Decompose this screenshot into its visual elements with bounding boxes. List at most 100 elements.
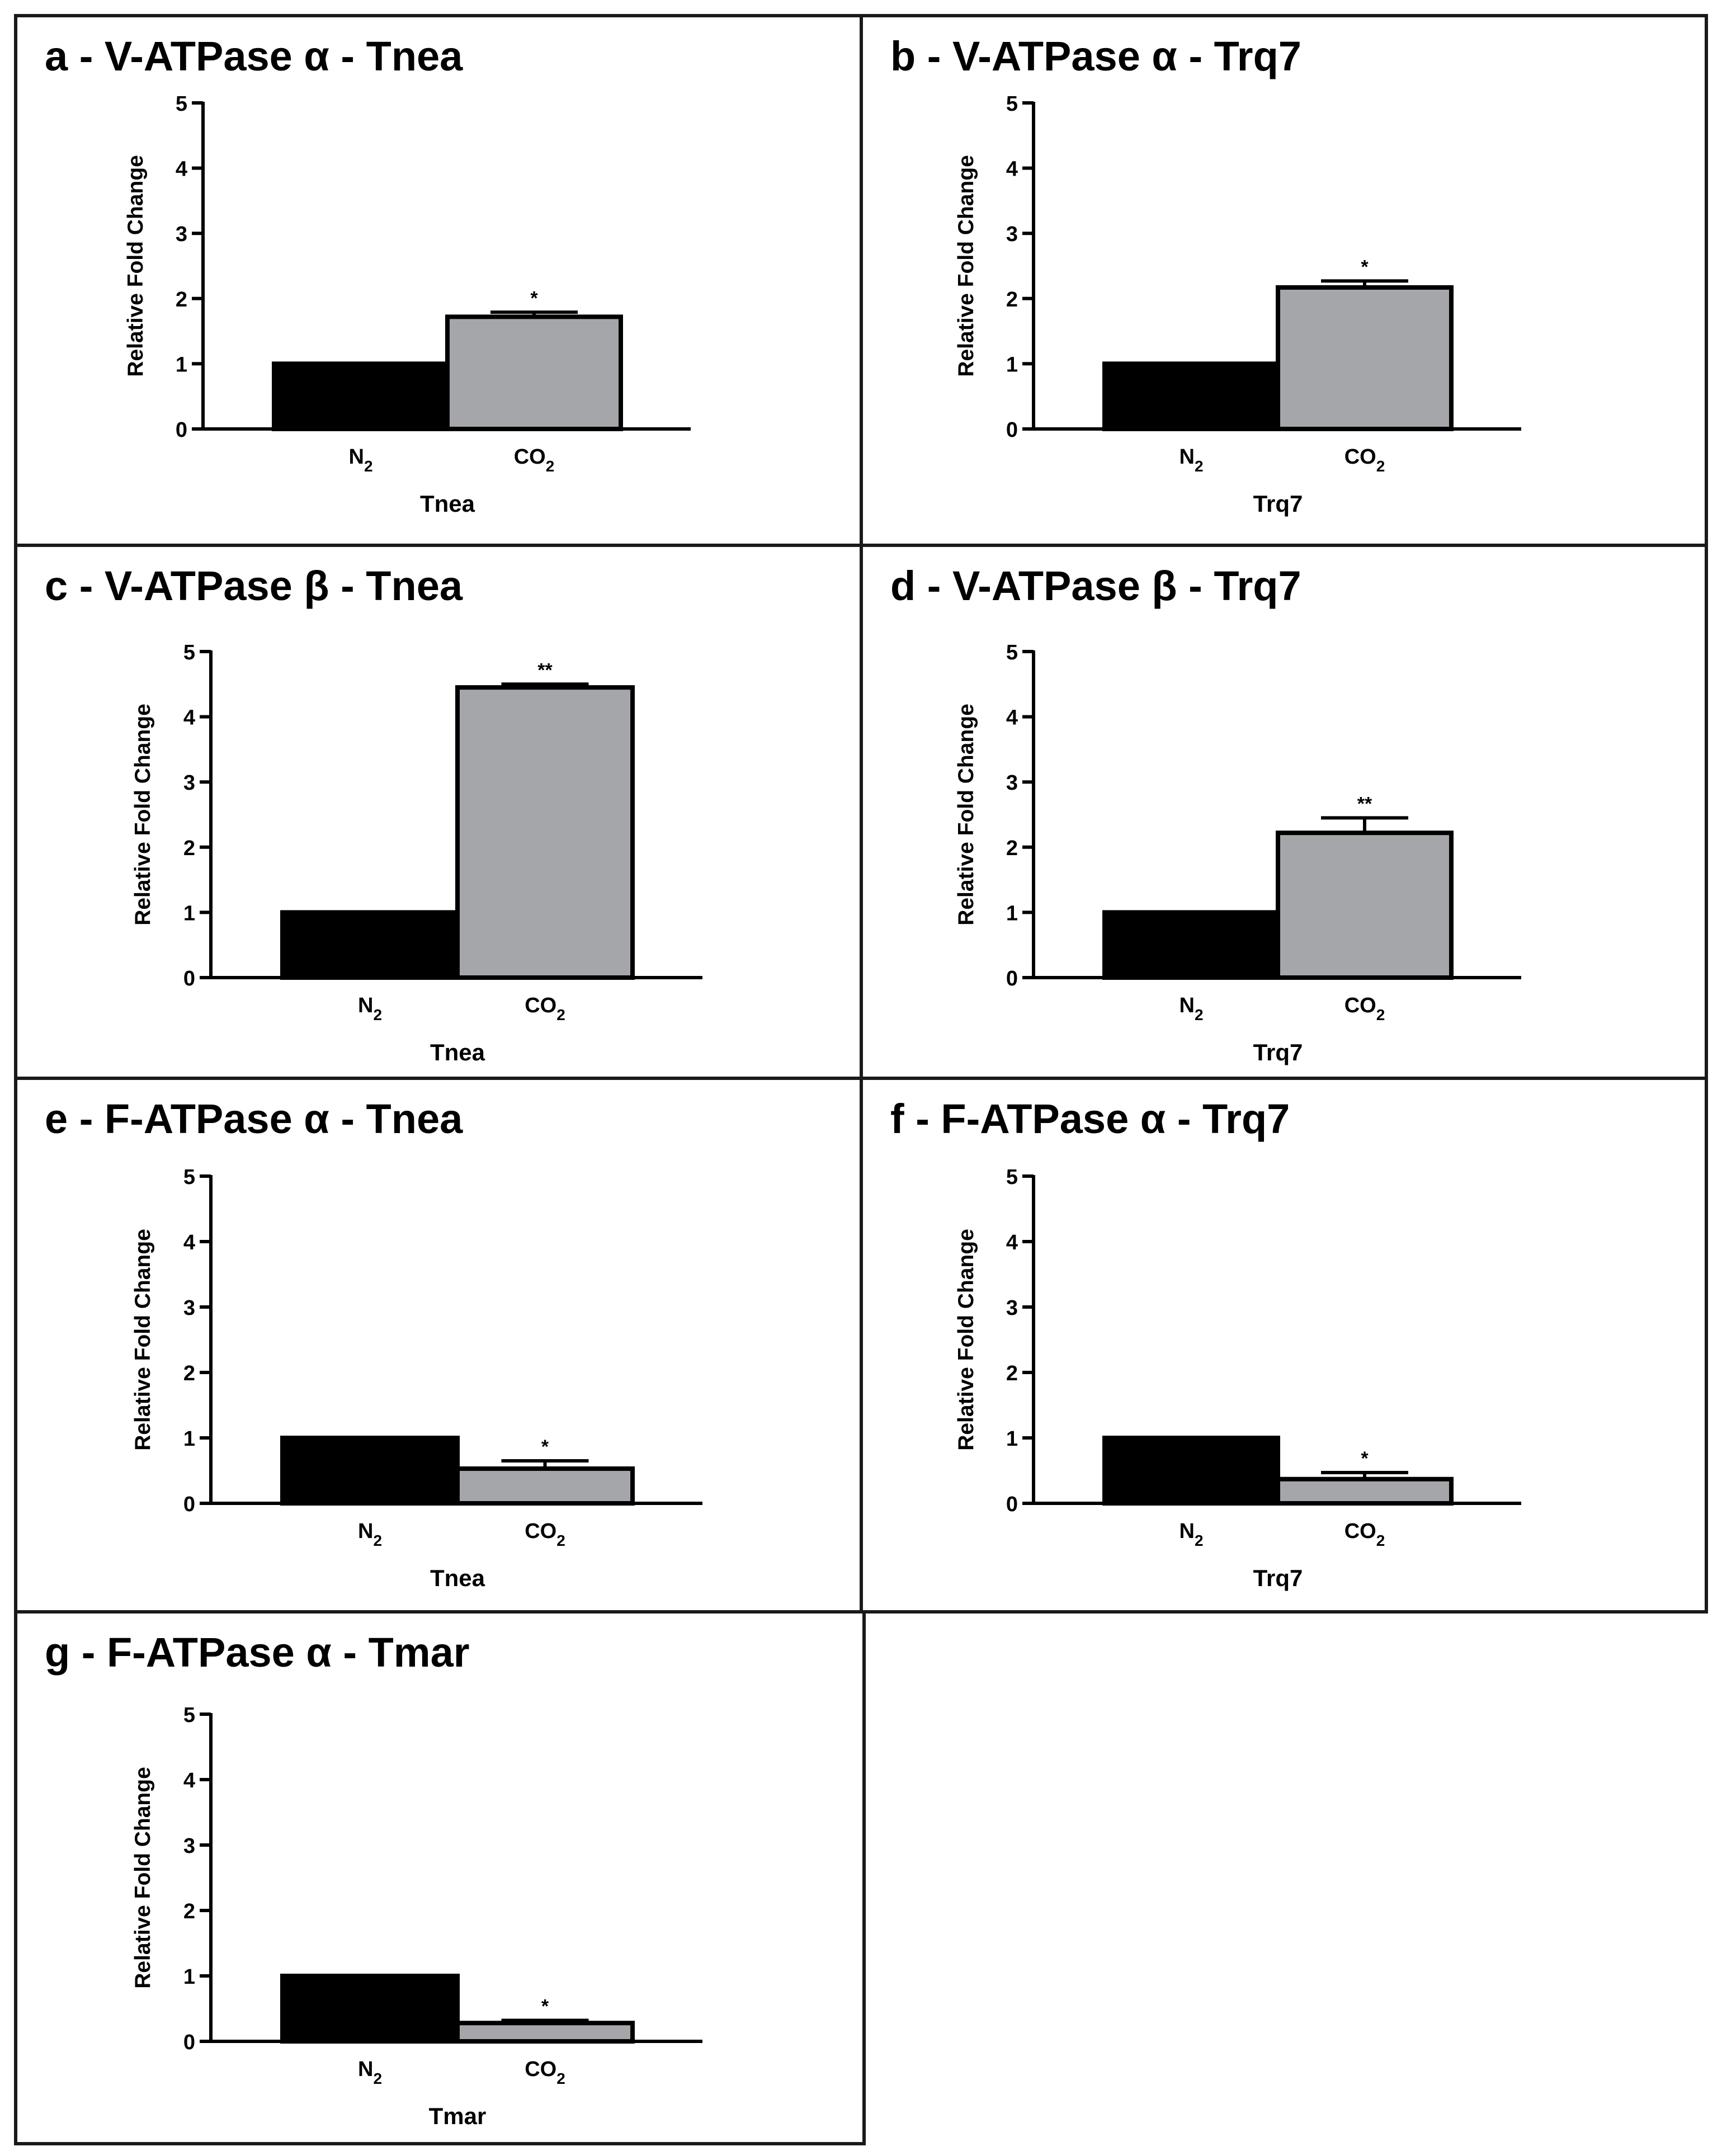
category-label: CO2 xyxy=(1344,994,1385,1023)
y-axis-label: Relative Fold Change xyxy=(131,704,155,926)
y-tick-label: 0 xyxy=(183,967,195,990)
y-tick-label: 4 xyxy=(1006,158,1018,181)
category-label: CO2 xyxy=(1344,445,1385,475)
x-axis-label: Trq7 xyxy=(1253,490,1303,517)
category-label: N2 xyxy=(348,445,372,475)
panel-frame xyxy=(860,14,1708,547)
significance-marker: ** xyxy=(1357,793,1372,814)
y-tick-label: 5 xyxy=(183,641,195,664)
y-axis-label: Relative Fold Change xyxy=(954,155,978,377)
y-tick-label: 1 xyxy=(1006,353,1018,376)
x-axis-label: Tnea xyxy=(420,490,475,517)
category-label: N2 xyxy=(1179,994,1203,1023)
bar-n2 xyxy=(280,1436,460,1506)
panel-e: e - F-ATPase α - Tnea N2 * CO2 0 1 2 3 4 5 Relativ… xyxy=(14,1077,863,1614)
bar-co2 xyxy=(455,1466,635,1506)
x-axis-label: Trq7 xyxy=(1253,1565,1303,1591)
panel-title: g - F-ATPase α - Tmar xyxy=(45,1629,470,1676)
panel-frame xyxy=(860,544,1708,1080)
bar-co2 xyxy=(445,314,623,431)
panel-g: g - F-ATPase α - Tmar N2 * CO2 0 1 2 3 4 5 Relativ… xyxy=(14,1610,866,2145)
y-tick-label: 4 xyxy=(183,1769,195,1792)
y-tick-label: 0 xyxy=(1006,967,1018,990)
y-tick-label: 3 xyxy=(183,1296,195,1320)
significance-marker: * xyxy=(541,1436,549,1457)
y-tick-label: 0 xyxy=(1006,1493,1018,1516)
y-tick-label: 5 xyxy=(183,1166,195,1189)
bar-n2 xyxy=(1102,1436,1280,1506)
y-axis-label: Relative Fold Change xyxy=(954,704,978,926)
x-axis-label: Tmar xyxy=(429,2103,487,2129)
category-label: N2 xyxy=(358,2058,382,2087)
y-tick-label: 4 xyxy=(1006,706,1018,730)
y-tick-label: 4 xyxy=(183,1231,195,1254)
panel-frame xyxy=(14,1610,866,2145)
category-label: N2 xyxy=(1179,445,1203,475)
y-tick-label: 1 xyxy=(183,1427,195,1451)
significance-marker: * xyxy=(1361,256,1369,277)
y-axis-label: Relative Fold Change xyxy=(131,1229,155,1451)
y-tick-label: 3 xyxy=(1006,223,1018,246)
panel-c: c - V-ATPase β - Tnea N2 ** CO2 0 1 2 3 4 5 Relati… xyxy=(14,544,863,1080)
y-axis-label: Relative Fold Change xyxy=(954,1229,978,1451)
y-tick-label: 1 xyxy=(176,353,187,376)
y-axis-label: Relative Fold Change xyxy=(124,155,148,377)
bar-n2 xyxy=(1102,361,1280,432)
significance-marker: * xyxy=(541,1996,549,2017)
y-tick-label: 2 xyxy=(183,1900,195,1923)
bar-co2 xyxy=(455,685,635,980)
bar-n2 xyxy=(272,361,450,432)
y-tick-label: 0 xyxy=(176,418,187,442)
bar-co2 xyxy=(455,2021,635,2044)
y-tick-label: 3 xyxy=(1006,1296,1018,1320)
category-label: CO2 xyxy=(525,994,565,1023)
category-label: CO2 xyxy=(525,2058,565,2087)
y-tick-label: 1 xyxy=(1006,902,1018,925)
y-tick-label: 0 xyxy=(183,1493,195,1516)
y-tick-label: 3 xyxy=(176,223,187,246)
y-tick-label: 5 xyxy=(176,92,187,116)
y-tick-label: 2 xyxy=(183,837,195,860)
y-tick-label: 4 xyxy=(183,706,195,730)
x-axis-label: Trq7 xyxy=(1253,1039,1303,1065)
y-tick-label: 5 xyxy=(1006,641,1018,664)
significance-marker: ** xyxy=(537,659,553,681)
bar-n2 xyxy=(1102,910,1280,980)
bar-co2 xyxy=(1276,831,1454,980)
panel-title: c - V-ATPase β - Tnea xyxy=(45,563,463,609)
y-tick-label: 5 xyxy=(1006,1166,1018,1189)
y-tick-label: 3 xyxy=(1006,771,1018,795)
y-tick-label: 1 xyxy=(183,902,195,925)
panel-title: f - F-ATPase α - Trq7 xyxy=(890,1096,1290,1142)
panel-f: f - F-ATPase α - Trq7 N2 * CO2 0 1 2 3 4 5 Relativ… xyxy=(860,1077,1708,1614)
significance-marker: * xyxy=(530,287,538,309)
panel-title: b - V-ATPase α - Trq7 xyxy=(890,33,1301,79)
y-tick-label: 2 xyxy=(1006,837,1018,860)
y-tick-label: 3 xyxy=(183,1834,195,1858)
x-axis-label: Tnea xyxy=(430,1565,485,1591)
significance-marker: * xyxy=(1361,1448,1369,1469)
category-label: N2 xyxy=(358,994,382,1023)
y-tick-label: 2 xyxy=(1006,1362,1018,1385)
panel-b: b - V-ATPase α - Trq7 N2 * CO2 0 1 2 3 4 5 Relativ… xyxy=(860,14,1708,547)
x-axis-label: Tnea xyxy=(430,1039,485,1065)
y-tick-label: 1 xyxy=(1006,1427,1018,1451)
bar-n2 xyxy=(280,910,460,980)
y-tick-label: 2 xyxy=(1006,288,1018,312)
bar-co2 xyxy=(1276,285,1454,432)
y-tick-label: 5 xyxy=(183,1704,195,1727)
category-label: CO2 xyxy=(514,445,555,475)
y-tick-label: 3 xyxy=(183,771,195,795)
y-tick-label: 2 xyxy=(183,1362,195,1385)
category-label: CO2 xyxy=(525,1520,565,1549)
bar-n2 xyxy=(280,1974,460,2044)
bar-co2 xyxy=(1276,1476,1454,1506)
category-label: N2 xyxy=(1179,1520,1203,1549)
category-label: N2 xyxy=(358,1520,382,1549)
panel-d: d - V-ATPase β - Trq7 N2 ** CO2 0 1 2 3 4 5 Relati… xyxy=(860,544,1708,1080)
panel-frame xyxy=(860,1077,1708,1614)
panel-title: a - V-ATPase α - Tnea xyxy=(45,33,463,79)
y-tick-label: 2 xyxy=(176,288,187,312)
y-tick-label: 0 xyxy=(1006,418,1018,442)
y-tick-label: 0 xyxy=(183,2031,195,2054)
